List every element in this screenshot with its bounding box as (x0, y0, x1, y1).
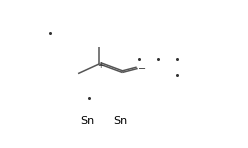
Text: Sn: Sn (81, 116, 95, 126)
Text: −: − (138, 64, 146, 74)
Text: +: + (97, 61, 104, 70)
Text: Sn: Sn (113, 116, 127, 126)
